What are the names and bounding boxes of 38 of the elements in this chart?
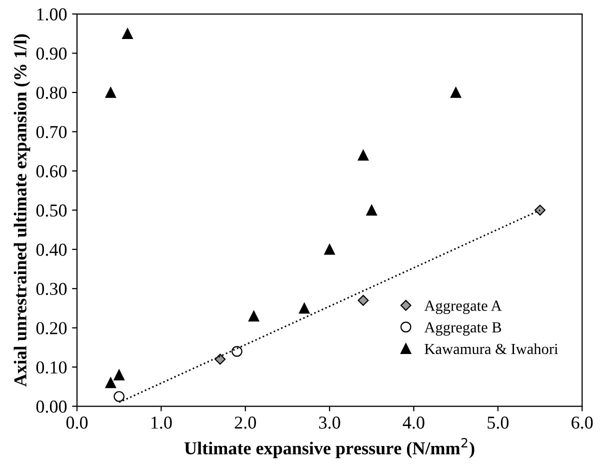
point [105,87,116,98]
x-tick-label: 2.0 [234,416,256,429]
y-tick-label: 0.60 [36,165,67,178]
point [232,346,242,357]
point [114,369,125,380]
y-tick-label: 0.80 [36,86,67,99]
point [534,204,546,216]
y-tick-label: 0.20 [36,322,67,334]
x-axis-title: Ultimate expansive pressure (N/mm$^{2}$) [184,438,474,458]
x-tick-label: 6.0 [572,416,593,429]
point [358,294,369,306]
point [450,87,462,98]
point [324,244,335,255]
point [114,391,125,402]
point [105,377,116,388]
legend-label: Aggregate A [424,300,502,314]
y-tick-label: 0.90 [36,47,67,60]
y-tick-label: 0.70 [36,126,67,138]
y-tick-label: 0.10 [36,361,67,374]
y-axis-title: Axial unrestrained ultimate expansion (% 1/l) [14,34,30,387]
x-tick-label: 0.0 [66,416,88,429]
point [358,150,369,161]
x-tick-label: 3.0 [319,416,340,429]
y-tick-label: 0.30 [36,282,67,296]
legend-label: Kawamura & Iwahori [424,343,558,354]
legend-label: Aggregate B [424,322,502,336]
point [248,310,260,322]
y-tick-label: 0.50 [36,204,67,217]
point [298,302,310,314]
point [214,354,226,365]
point [122,28,133,40]
y-tick-label: 0.00 [36,400,67,413]
point [366,204,378,216]
x-tick-label: 5.0 [488,416,509,429]
x-tick-label: 1.0 [151,416,172,429]
y-tick-label: 0.40 [36,244,67,256]
y-tick-label: 1.00 [37,8,67,21]
x-tick-label: 4.0 [402,416,424,429]
